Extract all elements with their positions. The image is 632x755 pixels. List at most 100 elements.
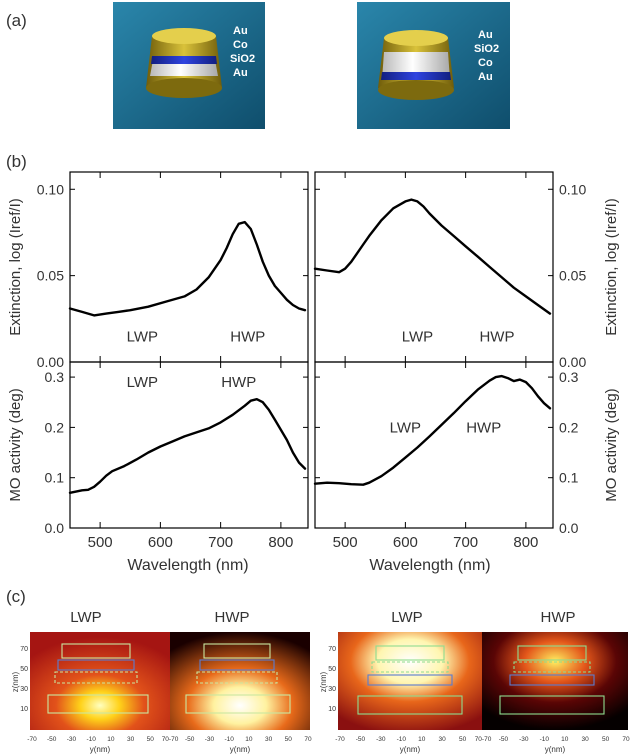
nanodisk-illustration-left: Au Co SiO2 Au <box>113 2 265 129</box>
x-tick-label: 700 <box>208 534 233 551</box>
y-tick-label: 10 <box>107 736 115 743</box>
x-tick-label: 500 <box>88 534 113 551</box>
y-tick-label: 0.00 <box>559 354 586 370</box>
y-tick-label: 70-70 <box>475 736 492 743</box>
annotation-hwp: HWP <box>479 328 514 345</box>
y-tick-label: 10 <box>245 736 253 743</box>
z-tick-label: 10 <box>20 706 28 713</box>
structure-outline-3 <box>357 645 463 715</box>
y-tick-label: 0.05 <box>37 268 64 284</box>
y-tick-label: 10 <box>561 736 569 743</box>
series-line <box>313 374 552 486</box>
field-map-4 <box>482 632 628 730</box>
z-tick-label: 30 <box>328 686 336 693</box>
y-tick-label: -50 <box>499 736 509 743</box>
y-tick-label: 50 <box>602 736 610 743</box>
chart-mo-right: 500 600 700 800 0.0 0.1 0.2 0.3 MO activity (deg… <box>313 361 620 551</box>
y-tick-label: 0.1 <box>559 470 579 486</box>
y-axis-label: MO activity (deg) <box>7 388 24 501</box>
y-tick-label: -30 <box>376 736 386 743</box>
chart-area: 0.00 0.05 0.10 Extinction, log (Iref/I) LWP H… <box>7 171 620 551</box>
z-tick-labels: 10 10 30 30 50 50 70 70 <box>20 646 336 713</box>
annotation-lwp: LWP <box>402 328 433 345</box>
z-tick-label: 30 <box>20 686 28 693</box>
chart-extinction-left: 0.00 0.05 0.10 Extinction, log (Iref/I) LWP H… <box>7 171 309 370</box>
layer-label-right-1: Au <box>478 29 493 41</box>
y-tick-label: 50 <box>459 736 467 743</box>
z-axis-label-left: z(nm) <box>11 671 20 692</box>
field-title-4: HWP <box>541 609 576 626</box>
z-axis-label-right: z(nm) <box>319 671 328 692</box>
x-tick-label: 800 <box>513 534 538 551</box>
field-map-3 <box>338 632 482 730</box>
plot-frame <box>69 361 309 529</box>
y-tick-label: -50 <box>185 736 195 743</box>
x-tick-label: 600 <box>148 534 173 551</box>
layer-label-left-4: Au <box>233 67 248 79</box>
nanodisk-illustration-right: Au SiO2 Co Au <box>357 2 510 129</box>
y-tick-label: -70 <box>335 736 345 743</box>
y-tick-label: -50 <box>356 736 366 743</box>
field-title-1: LWP <box>70 609 101 626</box>
layer-label-right-4: Au <box>478 71 493 83</box>
x-tick-label: 600 <box>393 534 418 551</box>
annotation-lwp: LWP <box>127 374 158 391</box>
y-tick-label: 30 <box>127 736 135 743</box>
layer-label-right-2: SiO2 <box>474 43 499 55</box>
annotation-hwp: HWP <box>466 419 501 436</box>
x-axis-label-left: Wavelength (nm) <box>127 557 248 574</box>
y-tick-label: 50 <box>285 736 293 743</box>
annotation-hwp: HWP <box>230 328 265 345</box>
field-title-2: HWP <box>215 609 250 626</box>
annotation-lwp: LWP <box>390 419 421 436</box>
structure-outline-1 <box>47 643 149 714</box>
field-map-2 <box>170 632 310 730</box>
plot-frame <box>69 171 309 363</box>
y-tick-label: 0.10 <box>559 181 586 197</box>
y-tick-label: -10 <box>86 736 96 743</box>
field-map-group: LWP HWP LWP HWP <box>11 609 630 754</box>
y-axis-label-1: y(nm) <box>90 745 111 754</box>
y-tick-label: 70-70 <box>162 736 179 743</box>
y-tick-label: 30 <box>582 736 590 743</box>
layer-label-left-1: Au <box>233 25 248 37</box>
y-tick-label: -30 <box>519 736 529 743</box>
y-tick-label: -30 <box>67 736 77 743</box>
z-tick-label: 70 <box>328 646 336 653</box>
annotation-lwp: LWP <box>127 328 158 345</box>
y-tick-label: -50 <box>47 736 57 743</box>
field-map-1 <box>30 632 170 730</box>
y-axis-label: Extinction, log (Iref/I) <box>603 198 620 336</box>
series-line <box>313 198 552 315</box>
y-tick-label: 0.0 <box>45 520 65 536</box>
y-tick-label: 0.3 <box>559 369 579 385</box>
panel-label-b: (b) <box>6 152 27 171</box>
y-tick-label: -70 <box>27 736 37 743</box>
y-tick-label: 0.05 <box>559 268 586 284</box>
y-tick-label: 0.1 <box>45 470 65 486</box>
y-tick-label: -10 <box>397 736 407 743</box>
panel-label-a: (a) <box>6 11 27 30</box>
y-tick-label: 0.2 <box>559 419 579 435</box>
layer-label-left-3: SiO2 <box>230 53 255 65</box>
x-tick-label: 500 <box>333 534 358 551</box>
z-tick-label: 70 <box>20 646 28 653</box>
y-tick-label: -10 <box>224 736 234 743</box>
y-tick-label: 0.0 <box>559 520 579 536</box>
panel-label-c: (c) <box>6 587 26 606</box>
x-tick-label: 700 <box>453 534 478 551</box>
y-tick-label: 50 <box>147 736 155 743</box>
y-tick-label: 0.3 <box>45 369 65 385</box>
y-tick-label: 30 <box>439 736 447 743</box>
y-axis-label-2: y(nm) <box>230 745 251 754</box>
y-tick-label: 0.2 <box>45 419 65 435</box>
chart-mo-left: 500 600 700 800 0.0 0.1 0.2 0.3 MO activity (deg… <box>7 361 309 551</box>
z-tick-label: 50 <box>328 666 336 673</box>
y-tick-label: 0.00 <box>37 354 64 370</box>
y-tick-label: 10 <box>418 736 426 743</box>
structure-outline-2 <box>185 643 291 714</box>
layer-label-right-3: Co <box>478 57 493 69</box>
y-tick-labels: -70 -50 -30 -10 10 30 50 70-70 -50 -30 -10 10 30 50 70… <box>27 736 630 743</box>
z-tick-label: 50 <box>20 666 28 673</box>
